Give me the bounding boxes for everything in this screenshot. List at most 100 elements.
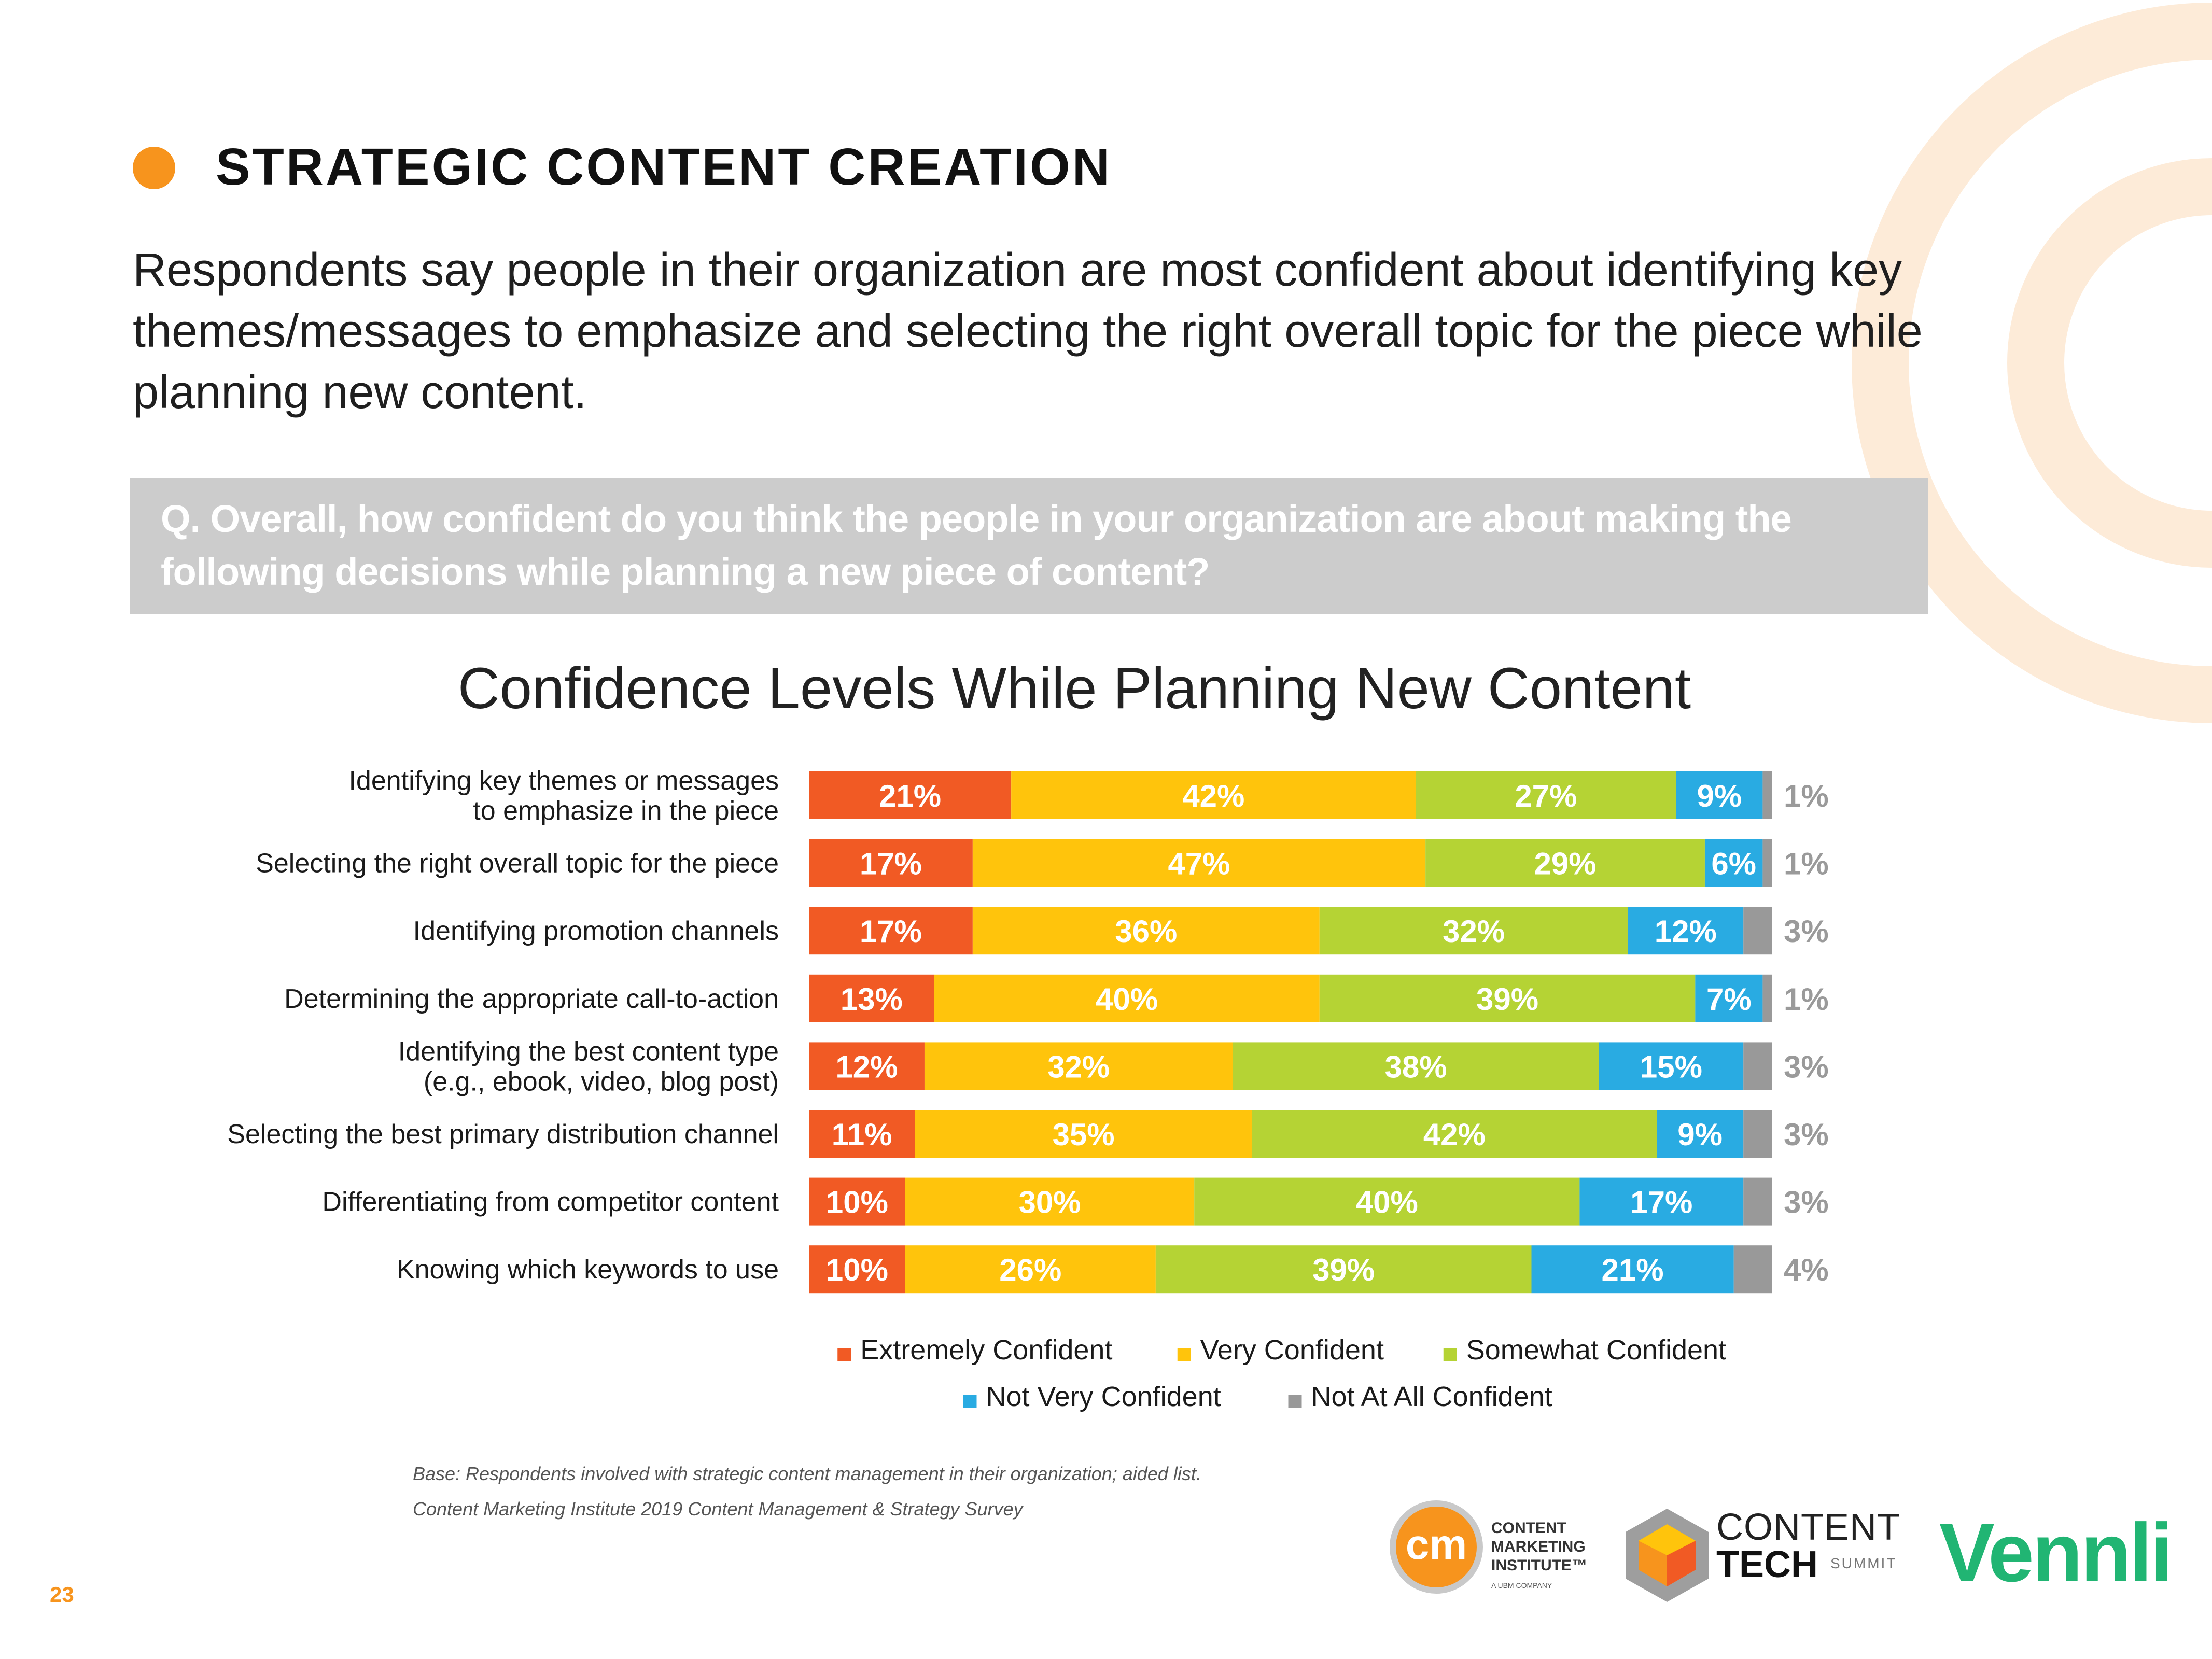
subtitle: Respondents say people in their organiza…	[133, 244, 1923, 418]
bar-segment	[1743, 1177, 1772, 1226]
data-label: 42%	[1423, 1117, 1486, 1152]
cmi-sub: A UBM COMPANY	[1491, 1581, 1552, 1590]
bar-segment	[1579, 1177, 1744, 1226]
bar-segment	[972, 839, 1426, 887]
ct-summit: SUMMIT	[1830, 1555, 1897, 1571]
bar-segment	[1676, 771, 1763, 819]
bar-segment	[1319, 974, 1696, 1022]
data-label: 9%	[1697, 779, 1742, 813]
data-label: 39%	[1312, 1253, 1375, 1287]
legend-label: Somewhat Confident	[1466, 1334, 1726, 1366]
data-label: 38%	[1384, 1049, 1447, 1084]
bar-segment	[809, 771, 1012, 819]
bar-segment	[1531, 1245, 1734, 1294]
data-label: 9%	[1677, 1117, 1723, 1152]
category-label: Differentiating from competitor content	[322, 1187, 779, 1217]
data-label: 15%	[1640, 1049, 1702, 1084]
bar-segment	[809, 839, 973, 887]
data-label: 11%	[832, 1117, 892, 1152]
bar-segment	[934, 974, 1320, 1022]
data-label: 39%	[1476, 982, 1538, 1017]
bar-segment	[809, 1245, 905, 1294]
data-label: 42%	[1182, 779, 1244, 813]
data-label: 1%	[1784, 982, 1829, 1017]
bar-segment	[1628, 907, 1744, 955]
data-label: 12%	[1655, 914, 1717, 949]
data-label: 12%	[835, 1049, 898, 1084]
data-label: 40%	[1096, 982, 1158, 1017]
category-label: to emphasize in the piece	[473, 796, 779, 826]
bar-segment	[905, 1245, 1156, 1294]
legend-label: Not At All Confident	[1311, 1381, 1552, 1412]
data-label: 30%	[1018, 1185, 1081, 1220]
category-label: Identifying promotion channels	[413, 916, 779, 946]
data-label: 17%	[860, 914, 922, 949]
bar-segment	[1233, 1042, 1599, 1090]
bar-segment	[905, 1177, 1195, 1226]
data-label: 17%	[860, 847, 922, 881]
legend-label: Not Very Confident	[986, 1381, 1221, 1412]
category-label: Knowing which keywords to use	[397, 1255, 779, 1285]
data-label: 26%	[999, 1253, 1061, 1287]
legend-swatch	[1443, 1348, 1457, 1361]
bar-segment	[1194, 1177, 1580, 1226]
legend-swatch	[1177, 1348, 1191, 1361]
data-label: 32%	[1443, 914, 1505, 949]
data-label: 21%	[1602, 1253, 1664, 1287]
data-label: 13%	[841, 982, 903, 1017]
data-label: 4%	[1784, 1253, 1829, 1287]
cmi-badge-text: cm	[1405, 1521, 1467, 1568]
bar-segment	[809, 1042, 925, 1090]
page-number: 23	[50, 1582, 74, 1607]
bar-segment	[1011, 771, 1416, 819]
bar-segment	[1425, 839, 1705, 887]
data-label: 36%	[1115, 914, 1177, 949]
bar-segment	[1743, 907, 1772, 955]
bar-segment	[1416, 771, 1676, 819]
vennli-logo: Vennli	[1939, 1506, 2173, 1599]
data-label: 7%	[1706, 982, 1752, 1017]
bar-segment	[1762, 839, 1772, 887]
category-label: (e.g., ebook, video, blog post)	[424, 1066, 779, 1096]
bar-segment	[1319, 907, 1628, 955]
bar-segment	[1599, 1042, 1744, 1090]
legend-swatch	[837, 1348, 851, 1361]
bar-segment	[972, 907, 1320, 955]
legend-swatch	[1288, 1395, 1302, 1408]
data-label: 17%	[1630, 1185, 1692, 1220]
ct-top: CONTENT	[1716, 1507, 1900, 1548]
data-label: 35%	[1052, 1117, 1114, 1152]
bar-segment	[1704, 839, 1763, 887]
bar-segment	[915, 1110, 1252, 1158]
data-label: 27%	[1515, 779, 1577, 813]
bar-segment	[1733, 1245, 1772, 1294]
data-label: 47%	[1168, 847, 1230, 881]
data-label: 1%	[1784, 847, 1829, 881]
bar-segment	[1695, 974, 1763, 1022]
data-label: 29%	[1534, 847, 1596, 881]
category-label: Determining the appropriate call-to-acti…	[284, 984, 779, 1014]
cmi-name: CONTENT MARKETING INSTITUTE™	[1491, 1520, 1587, 1574]
bar-segment	[809, 1110, 915, 1158]
bar-segment	[1657, 1110, 1744, 1158]
data-label: 3%	[1784, 1117, 1829, 1152]
data-label: 21%	[879, 779, 941, 813]
hexagon-icon	[1626, 1509, 1709, 1602]
question-text: Q. Overall, how confident do you think t…	[161, 497, 1792, 593]
category-label: Selecting the best primary distribution …	[227, 1119, 779, 1149]
content-tech-logo: CONTENT TECH SUMMIT	[1618, 1503, 1908, 1607]
ct-bottom: TECH	[1716, 1544, 1818, 1585]
footnote-base: Base: Respondents involved with strategi…	[413, 1463, 1201, 1484]
cmi-logo: cm CONTENT MARKETING INSTITUTE™ A UBM CO…	[1390, 1498, 1607, 1602]
bar-segment	[1743, 1042, 1772, 1090]
category-label: Selecting the right overall topic for th…	[256, 849, 779, 879]
legend-swatch	[963, 1395, 977, 1408]
category-label: Identifying the best content type	[398, 1036, 779, 1066]
data-label: 32%	[1047, 1049, 1110, 1084]
bar-segment	[1743, 1110, 1772, 1158]
bar-segment	[809, 1177, 905, 1226]
legend-label: Extremely Confident	[860, 1334, 1112, 1366]
data-label: 6%	[1711, 847, 1756, 881]
data-label: 10%	[826, 1253, 888, 1287]
